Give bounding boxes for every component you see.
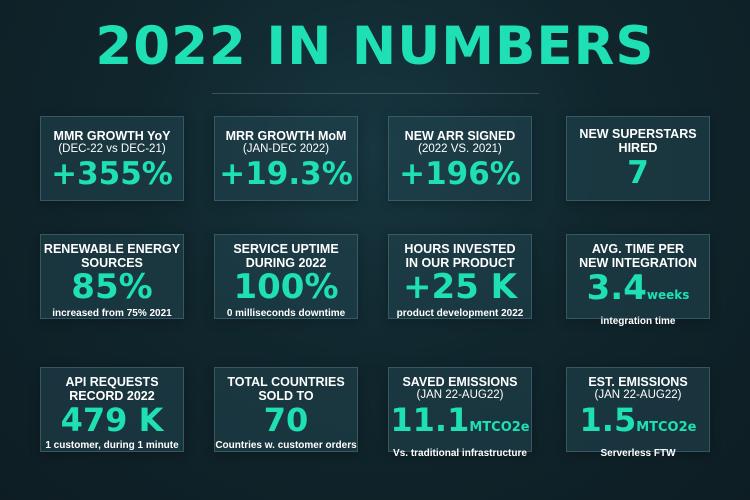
stat-card-new-arr-signed: NEW ARR SIGNED (2022 VS. 2021) +196% (388, 116, 532, 201)
stat-value: 11.1 (390, 401, 470, 439)
stat-value: 85% (71, 267, 153, 307)
stat-label: API REQUESTS (65, 375, 159, 389)
stat-card-renewable-energy: RENEWABLE ENERGY SOURCES 85% increased f… (40, 234, 184, 319)
stat-label: MRR GROWTH MoM (225, 129, 347, 143)
divider (212, 93, 539, 94)
stat-value: +19.3% (219, 156, 353, 192)
stat-value: +25 K (403, 267, 517, 307)
stat-card-saved-emissions: SAVED EMISSIONS (JAN 22-AUG22) 11.1MTCO2… (388, 367, 532, 459)
stat-note: integration time (600, 316, 676, 327)
stat-label: RECORD 2022 (69, 389, 155, 403)
stat-label: AVG. TIME PER (591, 242, 685, 256)
stat-value: +196% (399, 156, 521, 192)
stat-sublabel: (2022 VS. 2021) (418, 143, 502, 155)
stat-value: 479 K (60, 401, 164, 439)
stat-note: product development 2022 (396, 308, 524, 319)
stat-unit: weeks (646, 288, 690, 302)
stat-sublabel: (JAN 22-AUG22) (416, 389, 504, 401)
stat-sublabel: (JAN-DEC 2022) (242, 143, 330, 155)
stat-note: Countries w. customer orders (215, 440, 357, 451)
stat-card-mrr-growth-mom: MRR GROWTH MoM (JAN-DEC 2022) +19.3% (214, 116, 358, 201)
stat-card-new-superstars: NEW SUPERSTARS HIRED 7 (566, 116, 710, 201)
stat-unit: MTCO2e (636, 420, 697, 435)
stat-note: increased from 75% 2021 (52, 308, 172, 319)
stat-card-api-requests: API REQUESTS RECORD 2022 479 K 1 custome… (40, 367, 184, 452)
stat-card-avg-integration-time: AVG. TIME PER NEW INTEGRATION 3.4weeks i… (566, 234, 710, 327)
stat-value-row: 1.5MTCO2e (567, 402, 709, 445)
stat-card-est-emissions: EST. EMISSIONS (JAN 22-AUG22) 1.5MTCO2e … (566, 367, 710, 459)
stat-value-row: 3.4weeks (567, 270, 709, 312)
stat-label: HOURS INVESTED (404, 242, 516, 256)
stat-value: 70 (263, 401, 309, 439)
stat-label: NEW ARR SIGNED (404, 129, 516, 143)
stat-sublabel: (DEC-22 vs DEC-21) (58, 143, 166, 155)
stat-label: DURING 2022 (245, 256, 327, 270)
stat-label: EST. EMISSIONS (588, 375, 688, 389)
stat-value: 1.5 (579, 401, 637, 439)
stat-value: 7 (627, 155, 649, 191)
stat-value: 3.4 (586, 268, 647, 308)
stat-card-service-uptime: SERVICE UPTIME DURING 2022 100% 0 millis… (214, 234, 358, 319)
stat-label: SERVICE UPTIME (233, 242, 339, 256)
stat-label: NEW SUPERSTARS (579, 127, 697, 141)
stat-value: +355% (51, 156, 173, 192)
stat-note: Vs. traditional infrastructure (393, 448, 527, 459)
page-title: 2022 IN NUMBERS (95, 16, 655, 77)
stat-label: SAVED EMISSIONS (402, 375, 518, 389)
stat-label: IN OUR PRODUCT (405, 256, 515, 270)
stat-note: 0 milliseconds downtime (226, 308, 346, 319)
stat-card-hours-invested: HOURS INVESTED IN OUR PRODUCT +25 K prod… (388, 234, 532, 319)
stat-card-mmr-growth-yoy: MMR GROWTH YoY (DEC-22 vs DEC-21) +355% (40, 116, 184, 201)
stat-label: NEW INTEGRATION (579, 256, 697, 270)
stat-label: SOLD TO (258, 389, 314, 403)
stat-value-row: 11.1MTCO2e (389, 402, 531, 445)
stat-label: RENEWABLE ENERGY (43, 242, 181, 256)
stat-unit: MTCO2e (469, 420, 530, 435)
stat-label: HIRED (618, 141, 658, 155)
stat-card-total-countries: TOTAL COUNTRIES SOLD TO 70 Countries w. … (214, 367, 358, 452)
stat-label: TOTAL COUNTRIES (227, 375, 345, 389)
stat-sublabel: (JAN 22-AUG22) (594, 389, 682, 401)
stat-value: 100% (233, 267, 339, 307)
stat-label: MMR GROWTH YoY (53, 129, 171, 143)
stat-note: 1 customer, during 1 minute (45, 440, 179, 451)
stat-note: Serverless FTW (600, 448, 676, 459)
stat-label: SOURCES (81, 256, 143, 270)
